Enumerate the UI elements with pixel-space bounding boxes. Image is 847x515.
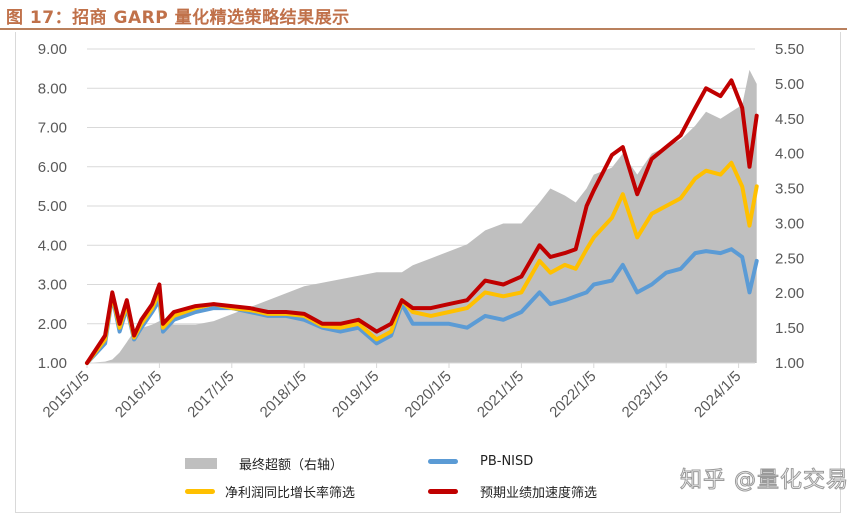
x-tick-label: 2021/1/5 [474, 368, 527, 421]
x-tick-label: 2018/1/5 [257, 368, 310, 421]
y2-tick-label: 4.00 [775, 146, 804, 163]
chart-title: 图 17：招商 GARP 量化精选策略结果展示 [6, 8, 350, 28]
y2-tick-label: 3.00 [775, 215, 804, 232]
y-tick-label: 3.00 [38, 277, 67, 294]
chart-frame [15, 32, 841, 513]
watermark: 知乎 @量化交易师 [680, 468, 847, 494]
y-tick-label: 2.00 [38, 316, 67, 333]
line-series [85, 78, 759, 365]
y-tick-label: 8.00 [38, 80, 67, 97]
x-tick-label: 2024/1/5 [691, 368, 744, 421]
y2-tick-label: 1.50 [775, 320, 804, 337]
y2-tick-label: 5.50 [775, 41, 804, 58]
y2-tick-label: 2.00 [775, 285, 804, 302]
y2-tick-label: 2.50 [775, 250, 804, 267]
y-tick-label: 4.00 [38, 237, 67, 254]
x-tick-label: 2020/1/5 [402, 368, 455, 421]
y2-tick-label: 1.00 [775, 355, 804, 372]
area-series-excess [87, 69, 757, 363]
y2-tick-label: 5.00 [775, 76, 804, 93]
y2-tick-label: 4.50 [775, 111, 804, 128]
y-tick-label: 7.00 [38, 120, 67, 137]
x-tick-label: 2015/1/5 [40, 368, 93, 421]
x-tick-label: 2017/1/5 [184, 368, 237, 421]
x-tick-label: 2016/1/5 [112, 368, 165, 421]
y-tick-label: 9.00 [38, 41, 67, 58]
y2-tick-label: 3.50 [775, 181, 804, 198]
x-tick-label: 2023/1/5 [619, 368, 672, 421]
y-tick-label: 1.00 [38, 355, 67, 372]
title-bar: 图 17：招商 GARP 量化精选策略结果展示 [0, 0, 847, 30]
x-tick-label: 2019/1/5 [329, 368, 382, 421]
y-tick-label: 5.00 [38, 198, 67, 215]
x-tick-label: 2022/1/5 [546, 368, 599, 421]
y-tick-label: 6.00 [38, 159, 67, 176]
